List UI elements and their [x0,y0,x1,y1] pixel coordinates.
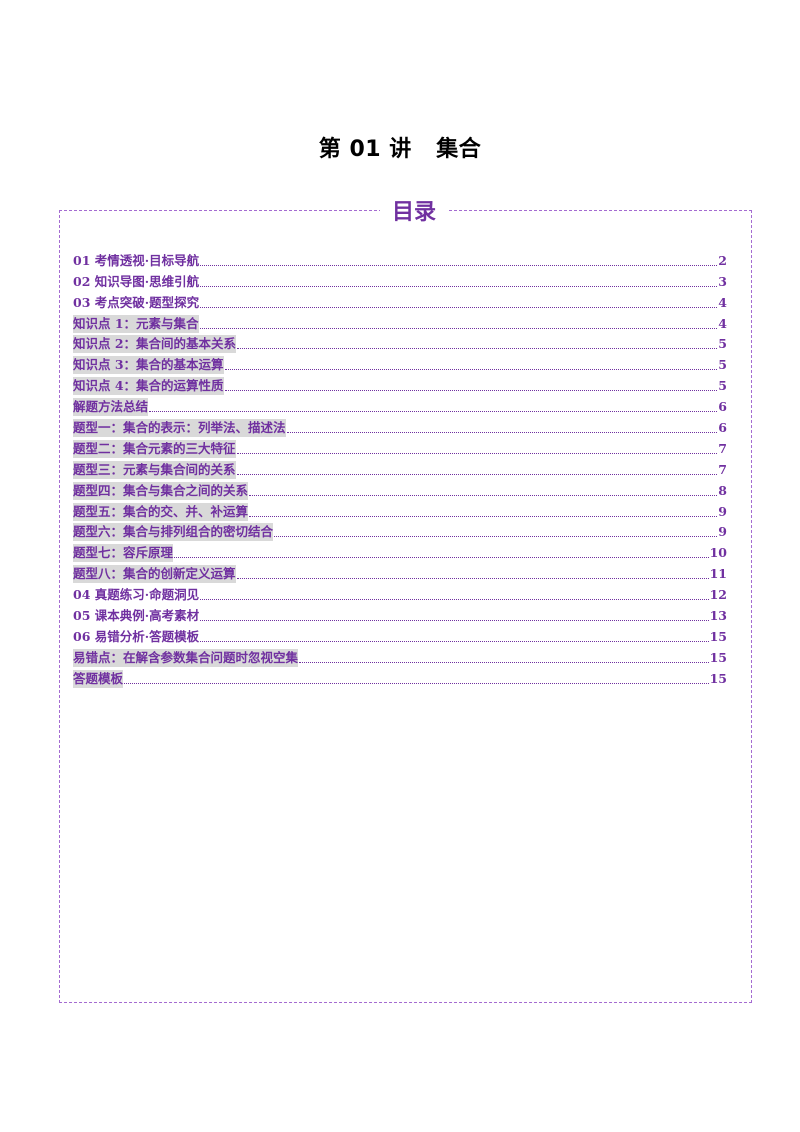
toc-entry-label[interactable]: 06 易错分析·答题模板 [73,628,200,644]
toc-entry[interactable]: 题型三：元素与集合间的关系 7 [73,458,727,479]
toc-dot-leader [200,640,709,642]
toc-entry-page-number[interactable]: 5 [718,336,727,352]
toc-entry-page-number[interactable]: 6 [718,399,727,415]
toc-entry-page-number[interactable]: 15 [709,670,727,686]
toc-entry-page-number[interactable]: 7 [718,440,727,456]
toc-entry-page-number[interactable]: 15 [709,649,727,665]
toc-entry[interactable]: 题型二：集合元素的三大特征 7 [73,437,727,458]
toc-dot-leader [224,390,718,392]
toc-entry-label[interactable]: 题型三：元素与集合间的关系 [73,460,236,479]
toc-entry-label[interactable]: 05 课本典例·高考素材 [73,608,200,624]
toc-entry[interactable]: 答题模板 15 [73,667,727,688]
toc-entry-label[interactable]: 题型六：集合与排列组合的密切结合 [73,523,274,542]
toc-entry[interactable]: 知识点 1：元素与集合 4 [73,312,727,333]
toc-dot-leader [286,432,718,434]
toc-entry[interactable]: 02 知识导图·思维引航 3 [73,270,727,291]
toc-entry-label[interactable]: 题型四：集合与集合之间的关系 [73,481,249,500]
toc-entry-page-number[interactable]: 12 [709,587,727,603]
toc-dot-leader [236,452,718,454]
toc-heading: 目录 [380,197,448,229]
toc-list: 01 考情透视·目标导航 2 02 知识导图·思维引航 3 03 考点突破·题型探究 4 知… [73,249,727,688]
toc-dot-leader [200,620,709,622]
toc-entry[interactable]: 05 课本典例·高考素材 13 [73,604,727,625]
toc-entry[interactable]: 题型一：集合的表示：列举法、描述法 6 [73,416,727,438]
toc-dot-leader [249,494,718,496]
toc-entry-label[interactable]: 知识点 4：集合的运算性质 [73,377,224,396]
toc-entry-page-number[interactable]: 10 [709,545,727,561]
toc-entry[interactable]: 解题方法总结 6 [73,395,727,417]
toc-dot-leader [200,285,718,287]
toc-entry-label[interactable]: 03 考点突破·题型探究 [73,294,200,310]
toc-entry-label[interactable]: 题型二：集合元素的三大特征 [73,439,236,458]
toc-dot-leader [237,348,718,350]
toc-entry[interactable]: 03 考点突破·题型探究 4 [73,291,727,312]
toc-entry-page-number[interactable]: 11 [709,566,727,582]
toc-entry-label[interactable]: 题型一：集合的表示：列举法、描述法 [73,419,286,438]
toc-dot-leader [274,536,718,538]
toc-entry-label[interactable]: 题型七：容斥原理 [73,544,174,563]
toc-entry-page-number[interactable]: 7 [718,461,727,477]
toc-entry-page-number[interactable]: 5 [718,357,727,373]
toc-entry-page-number[interactable]: 3 [718,273,727,289]
toc-entry-label[interactable]: 题型八：集合的创新定义运算 [73,565,236,584]
toc-entry[interactable]: 易错点：在解含参数集合问题时忽视空集 15 [73,646,727,667]
toc-dot-leader [299,661,709,663]
toc-entry[interactable]: 题型六：集合与排列组合的密切结合 9 [73,521,727,542]
toc-entry-page-number[interactable]: 2 [718,252,727,268]
toc-entry-page-number[interactable]: 9 [718,503,727,519]
toc-entry-label[interactable]: 02 知识导图·思维引航 [73,273,200,289]
toc-dot-leader [249,515,718,517]
toc-dot-leader [236,473,718,475]
toc-dot-leader [224,369,718,371]
toc-entry[interactable]: 题型五：集合的交、并、补运算 9 [73,500,727,521]
toc-entry-label[interactable]: 知识点 1：元素与集合 [73,314,199,333]
toc-entry[interactable]: 题型八：集合的创新定义运算 11 [73,562,727,584]
toc-entry-label[interactable]: 04 真题练习·命题洞见 [73,587,200,603]
toc-entry-label[interactable]: 题型五：集合的交、并、补运算 [73,502,249,521]
toc-entry-label[interactable]: 易错点：在解含参数集合问题时忽视空集 [73,648,299,667]
toc-entry-label[interactable]: 答题模板 [73,669,124,688]
toc-entry[interactable]: 04 真题练习·命题洞见 12 [73,583,727,604]
toc-entry-page-number[interactable]: 6 [718,420,727,436]
toc-entry-page-number[interactable]: 15 [709,628,727,644]
toc-entry[interactable]: 题型七：容斥原理 10 [73,541,727,563]
toc-dot-leader [124,682,709,684]
toc-dot-leader [200,264,718,266]
toc-entry[interactable]: 题型四：集合与集合之间的关系 8 [73,479,727,500]
toc-entry-label[interactable]: 解题方法总结 [73,398,149,417]
toc-entry[interactable]: 知识点 2：集合间的基本关系 5 [73,333,727,354]
page-title: 第 01 讲 集合 [318,137,482,162]
toc-entry-page-number[interactable]: 4 [718,315,727,331]
toc-dot-leader [200,599,709,601]
toc-entry[interactable]: 06 易错分析·答题模板 15 [73,625,727,646]
toc-entry-page-number[interactable]: 5 [718,378,727,394]
toc-dot-leader [174,557,709,559]
toc-entry[interactable]: 知识点 4：集合的运算性质 5 [73,374,727,396]
toc-dot-leader [200,306,718,308]
toc-entry-page-number[interactable]: 8 [718,482,727,498]
toc-entry-label[interactable]: 01 考情透视·目标导航 [73,252,200,268]
toc-entry-page-number[interactable]: 4 [718,294,727,310]
toc-dot-leader [199,327,718,329]
toc-entry-label[interactable]: 知识点 2：集合间的基本关系 [73,335,237,354]
toc-entry-page-number[interactable]: 13 [709,608,727,624]
toc-entry-page-number[interactable]: 9 [718,524,727,540]
toc-dot-leader [236,578,709,580]
toc-dot-leader [149,411,718,413]
toc-entry[interactable]: 知识点 3：集合的基本运算 5 [73,353,727,375]
toc-entry[interactable]: 01 考情透视·目标导航 2 [73,249,727,270]
toc-entry-label[interactable]: 知识点 3：集合的基本运算 [73,356,224,375]
